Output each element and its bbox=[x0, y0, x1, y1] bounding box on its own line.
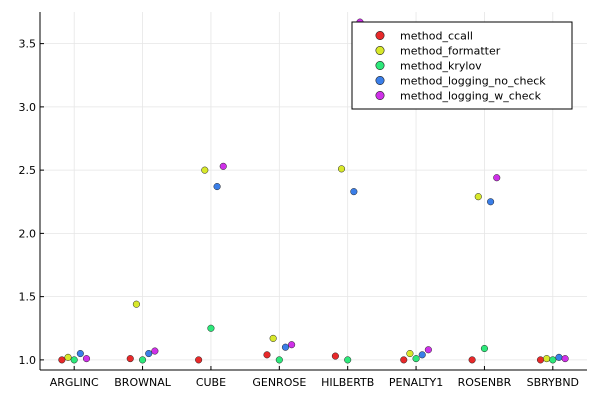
x-tick-label: PENALTY1 bbox=[389, 376, 443, 389]
data-point bbox=[64, 353, 72, 361]
data-point bbox=[424, 346, 432, 354]
x-tick-label: ARGLINC bbox=[50, 376, 99, 389]
data-point bbox=[337, 165, 346, 173]
data-point bbox=[406, 350, 414, 358]
data-point bbox=[151, 347, 159, 355]
legend-marker bbox=[375, 30, 385, 40]
legend-label: method_krylov bbox=[400, 60, 482, 73]
data-point bbox=[139, 356, 147, 364]
data-point bbox=[76, 350, 84, 358]
tick-labels: ARGLINC BROWNAL CUBE GENROSE HILBERTB PENALTY… bbox=[19, 38, 580, 389]
data-point bbox=[132, 300, 140, 308]
data-point bbox=[82, 355, 91, 363]
legend: method_ccall method_formatter method_krylo… bbox=[351, 21, 573, 110]
data-point bbox=[480, 344, 488, 353]
legend-label: method_logging_w_check bbox=[400, 90, 542, 103]
data-point bbox=[493, 174, 501, 182]
x-tick-label: HILBERTB bbox=[321, 376, 374, 389]
x-tick-label: BROWNAL bbox=[114, 376, 171, 389]
legend-box bbox=[351, 21, 573, 110]
data-point bbox=[543, 355, 551, 363]
data-point bbox=[487, 198, 495, 206]
data-point bbox=[468, 356, 476, 364]
data-point bbox=[418, 351, 426, 359]
legend-label: method_formatter bbox=[400, 45, 501, 58]
data-point bbox=[269, 334, 277, 342]
data-point bbox=[549, 356, 557, 364]
data-point bbox=[474, 193, 482, 201]
axes bbox=[39, 12, 587, 371]
data-point bbox=[275, 356, 283, 364]
data-point bbox=[195, 356, 203, 364]
y-tick-label: 3.0 bbox=[19, 101, 37, 114]
legend-label: method_logging_no_check bbox=[400, 75, 546, 88]
data-point bbox=[207, 324, 215, 332]
data-point bbox=[412, 355, 420, 363]
data-point bbox=[344, 356, 352, 364]
data-point bbox=[70, 356, 78, 364]
x-tick-label: SBRYBND bbox=[527, 376, 579, 389]
y-tick-label: 2.0 bbox=[19, 227, 37, 240]
data-point bbox=[400, 356, 408, 364]
data-points bbox=[58, 18, 569, 364]
x-tick-label: ROSENBR bbox=[458, 376, 512, 389]
legend-label: method_ccall bbox=[400, 30, 473, 43]
data-point bbox=[219, 162, 227, 170]
data-point bbox=[263, 351, 271, 359]
data-point bbox=[561, 355, 569, 363]
data-point bbox=[555, 353, 563, 361]
y-tick-label: 1.0 bbox=[19, 354, 37, 367]
data-point bbox=[126, 355, 134, 363]
data-point bbox=[58, 356, 66, 364]
legend-marker bbox=[375, 76, 385, 86]
data-point bbox=[331, 352, 339, 360]
data-point bbox=[213, 183, 221, 191]
y-tick-label: 2.5 bbox=[19, 164, 37, 177]
data-point bbox=[145, 350, 153, 358]
data-point bbox=[536, 356, 545, 364]
x-tick-label: CUBE bbox=[196, 376, 226, 389]
data-point bbox=[350, 188, 358, 196]
x-tick-label: GENROSE bbox=[252, 376, 306, 389]
data-point bbox=[281, 343, 290, 351]
legend-marker bbox=[375, 91, 385, 101]
legend-marker bbox=[375, 45, 385, 55]
legend-marker bbox=[375, 60, 385, 70]
data-point bbox=[201, 166, 209, 174]
y-tick-label: 3.5 bbox=[19, 38, 37, 51]
y-tick-label: 1.5 bbox=[19, 291, 37, 304]
data-point bbox=[288, 341, 296, 349]
